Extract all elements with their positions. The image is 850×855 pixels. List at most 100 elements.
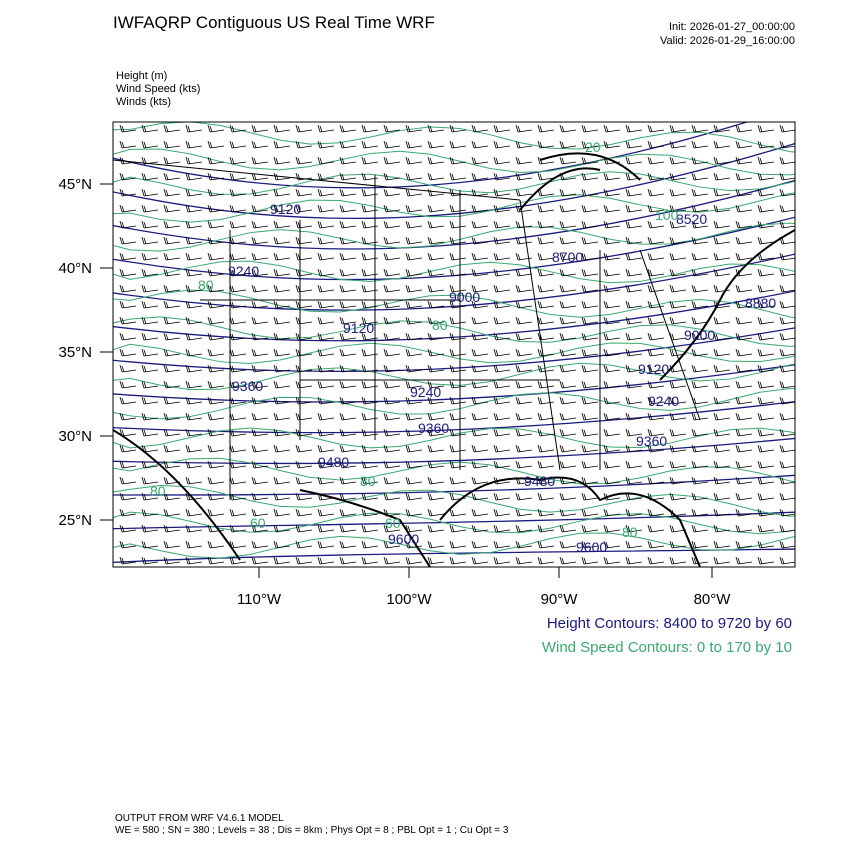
- wind-barb: [361, 172, 379, 181]
- wind-barb: [515, 188, 533, 197]
- speed-contour: [113, 122, 795, 153]
- wind-barb: [317, 140, 335, 149]
- wind-barb: [581, 252, 599, 261]
- wind-barb: [383, 316, 401, 325]
- wind-barb: [471, 124, 489, 133]
- wind-barb: [383, 188, 401, 197]
- wind-barb: [603, 476, 621, 485]
- wind-barb: [163, 124, 181, 133]
- wind-barb: [449, 332, 467, 341]
- wind-barb: [757, 188, 775, 197]
- wind-barb: [559, 492, 577, 501]
- wind-barb: [757, 396, 775, 405]
- wind-barb: [691, 188, 709, 197]
- wind-barb: [317, 316, 335, 325]
- wind-barb: [229, 124, 247, 133]
- wind-barb: [317, 284, 335, 293]
- wind-barb: [317, 428, 335, 437]
- wind-barb: [493, 492, 511, 501]
- wind-barb: [295, 540, 313, 549]
- wind-barb: [361, 476, 379, 485]
- wind-barb: [537, 284, 555, 293]
- wind-barb: [493, 140, 511, 149]
- wind-barb: [471, 380, 489, 389]
- lat-label: 40°N: [58, 260, 92, 277]
- wind-barb: [669, 428, 687, 437]
- wind-barb: [493, 316, 511, 325]
- wind-barb: [471, 252, 489, 261]
- map-body: [113, 122, 795, 567]
- wind-barb: [779, 156, 795, 165]
- wind-barb: [405, 268, 423, 277]
- wind-barb: [713, 284, 731, 293]
- wind-barb: [669, 124, 687, 133]
- wind-barb: [273, 428, 291, 437]
- wind-barb: [669, 556, 687, 565]
- wind-barb: [339, 204, 357, 213]
- wind-barb: [229, 556, 247, 565]
- wind-barb: [207, 268, 225, 277]
- wind-barb: [735, 348, 753, 357]
- coastline: [113, 152, 795, 567]
- wind-barb: [361, 300, 379, 309]
- wind-barb: [163, 444, 181, 453]
- wind-barb: [559, 156, 577, 165]
- wind-barb: [493, 396, 511, 405]
- wind-barb: [229, 524, 247, 533]
- height-label: 9120: [270, 201, 301, 217]
- wind-barb: [713, 556, 731, 565]
- wind-barb: [713, 412, 731, 421]
- title: IWFAQRP Contiguous US Real Time WRF: [113, 13, 435, 32]
- wind-barb: [515, 284, 533, 293]
- wind-barb: [625, 204, 643, 213]
- wind-barb: [295, 524, 313, 533]
- wind-barb: [691, 508, 709, 517]
- wind-barb: [361, 444, 379, 453]
- wind-barb: [625, 316, 643, 325]
- wind-barb: [713, 380, 731, 389]
- wind-barb: [537, 140, 555, 149]
- wind-barb: [339, 364, 357, 373]
- wind-barb: [493, 268, 511, 277]
- wind-barb: [647, 204, 665, 213]
- wind-barb: [471, 396, 489, 405]
- wind-barb: [713, 524, 731, 533]
- wind-barb: [515, 348, 533, 357]
- wind-barb: [669, 268, 687, 277]
- wind-barb: [713, 204, 731, 213]
- wind-barb: [405, 284, 423, 293]
- wind-barb: [735, 428, 753, 437]
- height-label: 8880: [745, 295, 776, 311]
- wind-barb: [515, 396, 533, 405]
- wind-barb: [735, 508, 753, 517]
- wind-barb: [471, 412, 489, 421]
- wind-barb: [163, 460, 181, 469]
- wind-barb: [493, 524, 511, 533]
- wind-barb: [207, 444, 225, 453]
- wind-barb: [339, 300, 357, 309]
- wind-barb: [405, 556, 423, 565]
- wind-barb: [757, 556, 775, 565]
- wind-barb: [603, 252, 621, 261]
- wind-barb: [251, 412, 269, 421]
- wind-barb: [603, 332, 621, 341]
- wind-barb: [295, 492, 313, 501]
- wind-barb: [493, 460, 511, 469]
- wind-barb: [581, 364, 599, 373]
- wind-barb: [141, 396, 159, 405]
- height-label: 9240: [410, 384, 441, 400]
- wind-barb: [669, 460, 687, 469]
- wind-barb: [141, 332, 159, 341]
- wind-barb: [185, 348, 203, 357]
- wind-barb: [713, 156, 731, 165]
- wind-barb: [669, 396, 687, 405]
- wind-barb: [141, 140, 159, 149]
- wind-barb: [559, 220, 577, 229]
- wind-barb: [163, 412, 181, 421]
- wind-barb: [713, 460, 731, 469]
- wind-barb: [141, 236, 159, 245]
- wind-barb: [515, 252, 533, 261]
- wind-barb: [713, 508, 731, 517]
- wind-barb: [625, 540, 643, 549]
